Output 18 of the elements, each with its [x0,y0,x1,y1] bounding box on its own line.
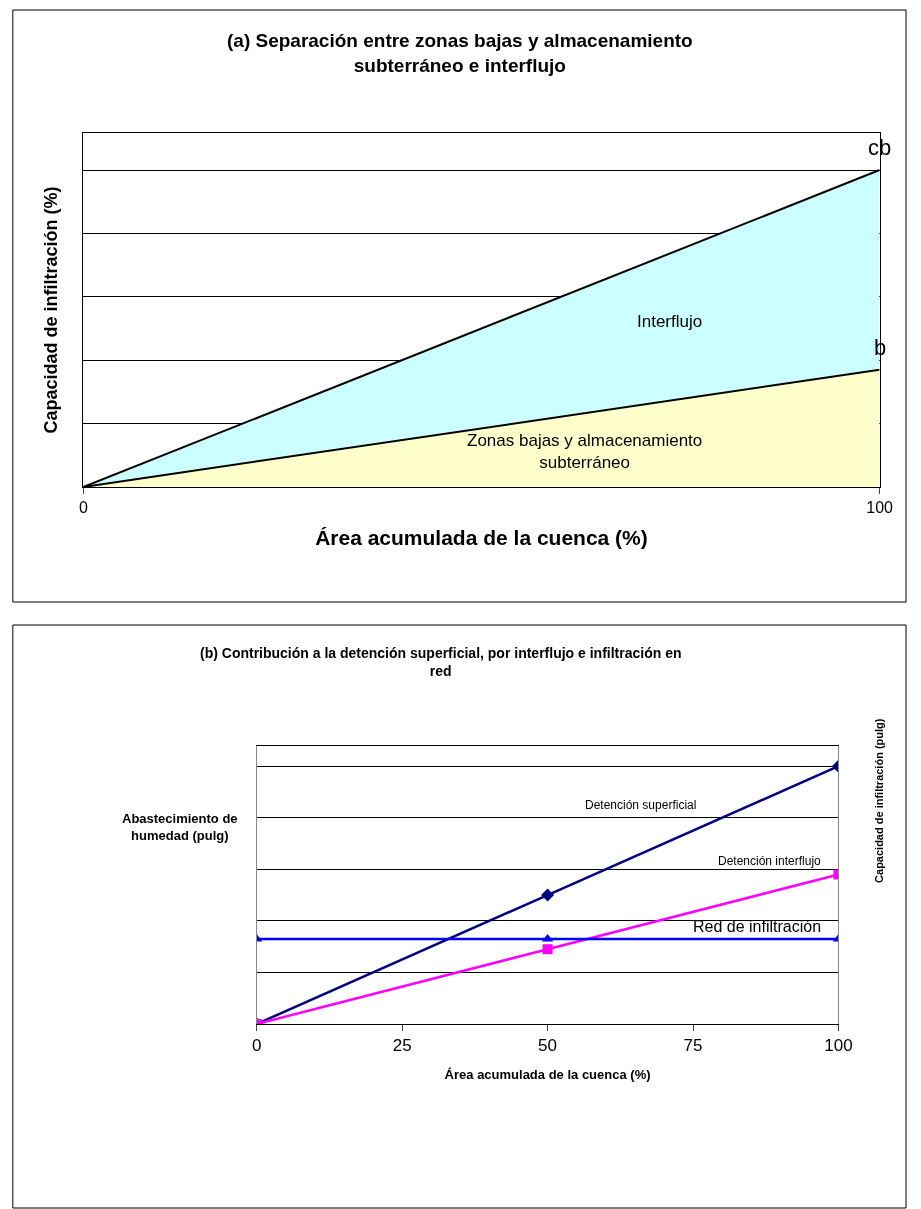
series-label: Detención superficial [585,798,697,812]
x-tick-label: 100 [866,499,894,517]
x-tick-label: 50 [538,1036,558,1056]
x-tick-label: 0 [78,499,88,517]
x-axis-title: Área acumulada de la cuenca (%) [444,1067,651,1082]
series-label: Detención interflujo [718,854,822,868]
y2-axis-title: Capacidad de infiltración (pulg) [872,718,885,883]
chart-title: (a) Separación entre zonas bajas y almacenamiento subterráneo e interflujo [227,30,693,76]
x-axis-title: Área acumulada de la cuenca (%) [315,526,648,550]
y-axis-title: Capacidad de infiltración (%) [40,186,61,434]
x-tick-label: 25 [392,1036,412,1056]
x-tick-label: 0 [251,1036,262,1056]
x-tick-label: 100 [824,1036,853,1056]
annotation: Zonas bajas y almacenamiento subterráneo [467,431,703,473]
x-tick-label: 75 [683,1036,703,1056]
chart-title: (b) Contribución a la detención superficial, por interflujo e infiltración en red [200,645,682,680]
y-axis-title: Abastecimiento de humedad (pulg) [122,811,238,843]
annotation: Interflujo [637,312,703,331]
